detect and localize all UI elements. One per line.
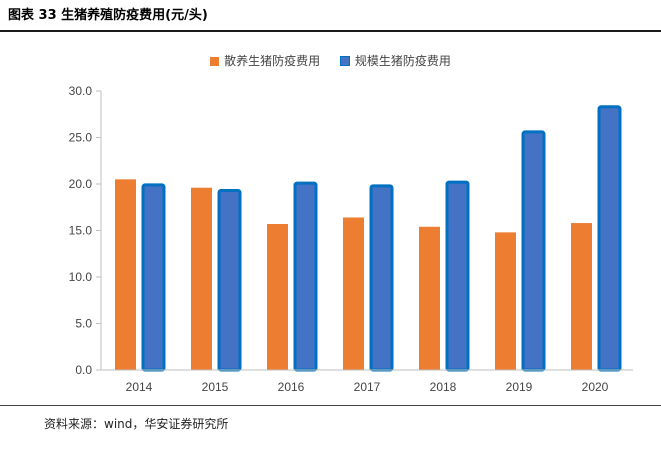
bar-series-2-2019 xyxy=(521,130,546,372)
bar-series-2-2014 xyxy=(141,183,166,372)
bar-series-1-2019 xyxy=(495,232,516,370)
x-tick-label: 2019 xyxy=(506,380,533,394)
bar-series-1-2018 xyxy=(419,226,440,370)
chart-legend: 散养生猪防疫费用 规模生猪防疫费用 xyxy=(0,52,661,69)
source-note: 资料来源：wind，华安证券研究所 xyxy=(44,417,229,431)
bar-series-1-2016 xyxy=(267,223,288,370)
legend-label-series-2: 规模生猪防疫费用 xyxy=(354,54,451,68)
bar-series-2-2018 xyxy=(445,180,470,372)
bar-series-2-2016 xyxy=(293,181,318,372)
x-tick-label: 2017 xyxy=(354,380,381,394)
legend-label-series-1: 散养生猪防疫费用 xyxy=(224,54,321,68)
bar-series-1-2017 xyxy=(343,217,364,370)
bar-chart: 0.0 5.0 10.0 15.0 20.0 25.0 30.0 2014 2015 2016 20… xyxy=(69,84,633,394)
source-divider xyxy=(0,405,661,406)
x-tick-label: 2016 xyxy=(278,380,305,394)
legend-swatch-series-2 xyxy=(339,56,350,66)
y-tick-label: 20.0 xyxy=(69,177,93,191)
figure-title: 图表 33 生猪养殖防疫费用(元/头) xyxy=(8,8,208,23)
x-tick-label: 2018 xyxy=(430,380,457,394)
x-tick-label: 2014 xyxy=(126,380,153,394)
legend-item-series-1: 散养生猪防疫费用 xyxy=(210,52,320,69)
y-tick-label: 5.0 xyxy=(75,317,92,331)
title-divider xyxy=(0,30,661,32)
bar-series-1-2020 xyxy=(571,223,592,370)
bar-series-1-2015 xyxy=(191,187,212,370)
bar-series-2-2020 xyxy=(597,105,622,372)
y-tick-label: 30.0 xyxy=(69,84,93,98)
legend-item-series-2: 规模生猪防疫费用 xyxy=(339,52,451,69)
x-tick-label: 2020 xyxy=(582,380,609,394)
legend-swatch-series-1 xyxy=(210,57,220,66)
y-tick-label: 10.0 xyxy=(69,270,93,284)
bar-series-1-2014 xyxy=(115,179,136,370)
y-tick-label: 15.0 xyxy=(69,224,93,238)
bar-series-2-2015 xyxy=(217,189,242,372)
y-tick-label: 0.0 xyxy=(75,363,92,377)
y-tick-label: 25.0 xyxy=(69,131,93,145)
x-tick-label: 2015 xyxy=(202,380,229,394)
bar-series-2-2017 xyxy=(369,184,394,372)
